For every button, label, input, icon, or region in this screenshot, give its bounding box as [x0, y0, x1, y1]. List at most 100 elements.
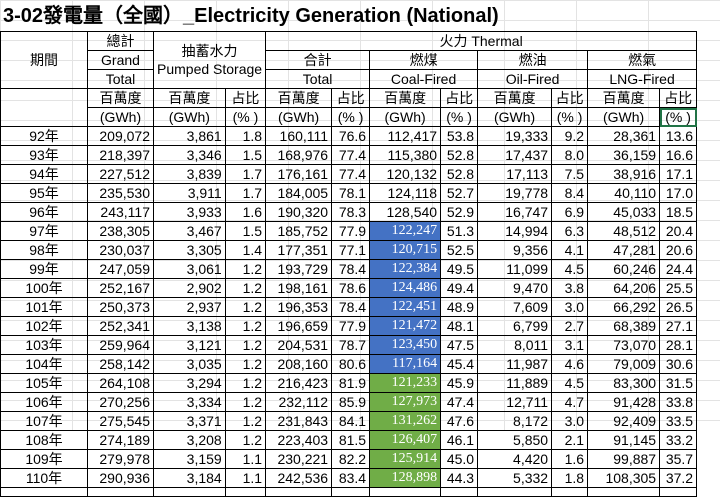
value-cell[interactable]: 3,208 [153, 430, 226, 450]
value-cell[interactable]: 3,159 [153, 449, 226, 469]
value-cell[interactable]: 17.0 [659, 183, 698, 203]
value-cell[interactable]: 122,384 [369, 259, 442, 279]
value-cell[interactable]: 247,059 [87, 259, 154, 279]
value-cell[interactable]: 51.3 [440, 221, 479, 241]
value-cell[interactable]: 78.3 [331, 202, 371, 222]
value-cell[interactable]: 274,189 [87, 430, 154, 450]
value-cell[interactable]: 18.5 [659, 202, 698, 222]
value-cell[interactable]: 66,292 [587, 297, 661, 317]
value-cell[interactable]: 6.3 [551, 221, 589, 241]
period-cell[interactable]: 96年 [0, 202, 88, 222]
value-cell[interactable]: 78.1 [331, 183, 371, 203]
value-cell[interactable]: 81.5 [331, 430, 371, 450]
value-cell[interactable]: 80.6 [331, 354, 371, 374]
value-cell[interactable]: 190,320 [265, 202, 333, 222]
value-cell[interactable]: 3,334 [153, 392, 226, 412]
partial-cell[interactable] [477, 487, 553, 497]
value-cell[interactable]: 8.0 [551, 145, 589, 165]
value-cell[interactable]: 123,450 [369, 335, 442, 355]
period-cell[interactable]: 94年 [0, 164, 88, 184]
value-cell[interactable]: 45.9 [440, 373, 479, 393]
value-cell[interactable]: 1.2 [224, 278, 267, 298]
value-cell[interactable]: 4.7 [551, 392, 589, 412]
period-cell[interactable]: 100年 [0, 278, 88, 298]
value-cell[interactable]: 176,161 [265, 164, 333, 184]
value-cell[interactable]: 53.8 [440, 126, 479, 146]
value-cell[interactable]: 9.2 [551, 126, 589, 146]
value-cell[interactable]: 3.1 [551, 335, 589, 355]
partial-cell[interactable] [440, 487, 479, 497]
value-cell[interactable]: 46.1 [440, 430, 479, 450]
unit-subtotal-share[interactable]: 占比 [331, 88, 371, 108]
unit-lng-mwh[interactable]: 百萬度 [587, 88, 661, 108]
value-cell[interactable]: 78.7 [331, 335, 371, 355]
value-cell[interactable]: 17,113 [477, 164, 553, 184]
value-cell[interactable]: 82.2 [331, 449, 371, 469]
value-cell[interactable]: 193,729 [265, 259, 333, 279]
value-cell[interactable]: 64,206 [587, 278, 661, 298]
unit-lng-gwh[interactable]: (GWh) [587, 107, 661, 127]
value-cell[interactable]: 9,356 [477, 240, 553, 260]
header-coal-en[interactable]: Coal-Fired [369, 69, 479, 89]
value-cell[interactable]: 1.6 [551, 449, 589, 469]
value-cell[interactable]: 8,011 [477, 335, 553, 355]
value-cell[interactable]: 2.7 [551, 316, 589, 336]
period-cell[interactable]: 105年 [0, 373, 88, 393]
value-cell[interactable]: 77.4 [331, 164, 371, 184]
value-cell[interactable]: 77.9 [331, 221, 371, 241]
period-cell[interactable]: 99年 [0, 259, 88, 279]
value-cell[interactable]: 20.6 [659, 240, 698, 260]
value-cell[interactable]: 279,978 [87, 449, 154, 469]
value-cell[interactable]: 1.2 [224, 392, 267, 412]
unit-oil-pct[interactable]: (% ) [551, 107, 589, 127]
value-cell[interactable]: 52.9 [440, 202, 479, 222]
partial-cell[interactable] [0, 487, 88, 497]
value-cell[interactable]: 99,887 [587, 449, 661, 469]
value-cell[interactable]: 196,353 [265, 297, 333, 317]
value-cell[interactable]: 4.5 [551, 259, 589, 279]
value-cell[interactable]: 1.2 [224, 316, 267, 336]
value-cell[interactable]: 250,373 [87, 297, 154, 317]
unit-lng-pct-selected-cell[interactable]: (% ) [659, 107, 698, 127]
value-cell[interactable]: 124,486 [369, 278, 442, 298]
value-cell[interactable]: 231,843 [265, 411, 333, 431]
value-cell[interactable]: 16,747 [477, 202, 553, 222]
value-cell[interactable]: 115,380 [369, 145, 442, 165]
value-cell[interactable]: 31.5 [659, 373, 698, 393]
value-cell[interactable]: 11,987 [477, 354, 553, 374]
value-cell[interactable]: 264,108 [87, 373, 154, 393]
value-cell[interactable]: 204,531 [265, 335, 333, 355]
value-cell[interactable]: 3,467 [153, 221, 226, 241]
value-cell[interactable]: 48.9 [440, 297, 479, 317]
unit-subtotal-mwh[interactable]: 百萬度 [265, 88, 333, 108]
value-cell[interactable]: 83,300 [587, 373, 661, 393]
value-cell[interactable]: 3.0 [551, 297, 589, 317]
period-cell[interactable]: 109年 [0, 449, 88, 469]
value-cell[interactable]: 1.1 [224, 468, 267, 488]
unit-lng-share[interactable]: 占比 [659, 88, 698, 108]
value-cell[interactable]: 3,911 [153, 183, 226, 203]
value-cell[interactable]: 33.5 [659, 411, 698, 431]
value-cell[interactable]: 4.1 [551, 240, 589, 260]
partial-cell[interactable] [153, 487, 226, 497]
value-cell[interactable]: 7,609 [477, 297, 553, 317]
value-cell[interactable]: 3,035 [153, 354, 226, 374]
value-cell[interactable]: 52.8 [440, 164, 479, 184]
value-cell[interactable]: 47.5 [440, 335, 479, 355]
value-cell[interactable]: 1.1 [224, 449, 267, 469]
partial-cell[interactable] [659, 487, 698, 497]
header-period[interactable]: 期間 [0, 31, 88, 89]
value-cell[interactable]: 16.6 [659, 145, 698, 165]
value-cell[interactable]: 25.5 [659, 278, 698, 298]
value-cell[interactable]: 1.7 [224, 183, 267, 203]
unit-subtotal-pct[interactable]: (% ) [331, 107, 371, 127]
value-cell[interactable]: 11,889 [477, 373, 553, 393]
value-cell[interactable]: 270,256 [87, 392, 154, 412]
value-cell[interactable]: 14,994 [477, 221, 553, 241]
value-cell[interactable]: 35.7 [659, 449, 698, 469]
value-cell[interactable]: 230,221 [265, 449, 333, 469]
period-cell[interactable]: 95年 [0, 183, 88, 203]
unit-oil-mwh[interactable]: 百萬度 [477, 88, 553, 108]
value-cell[interactable]: 230,037 [87, 240, 154, 260]
value-cell[interactable]: 1.2 [224, 354, 267, 374]
